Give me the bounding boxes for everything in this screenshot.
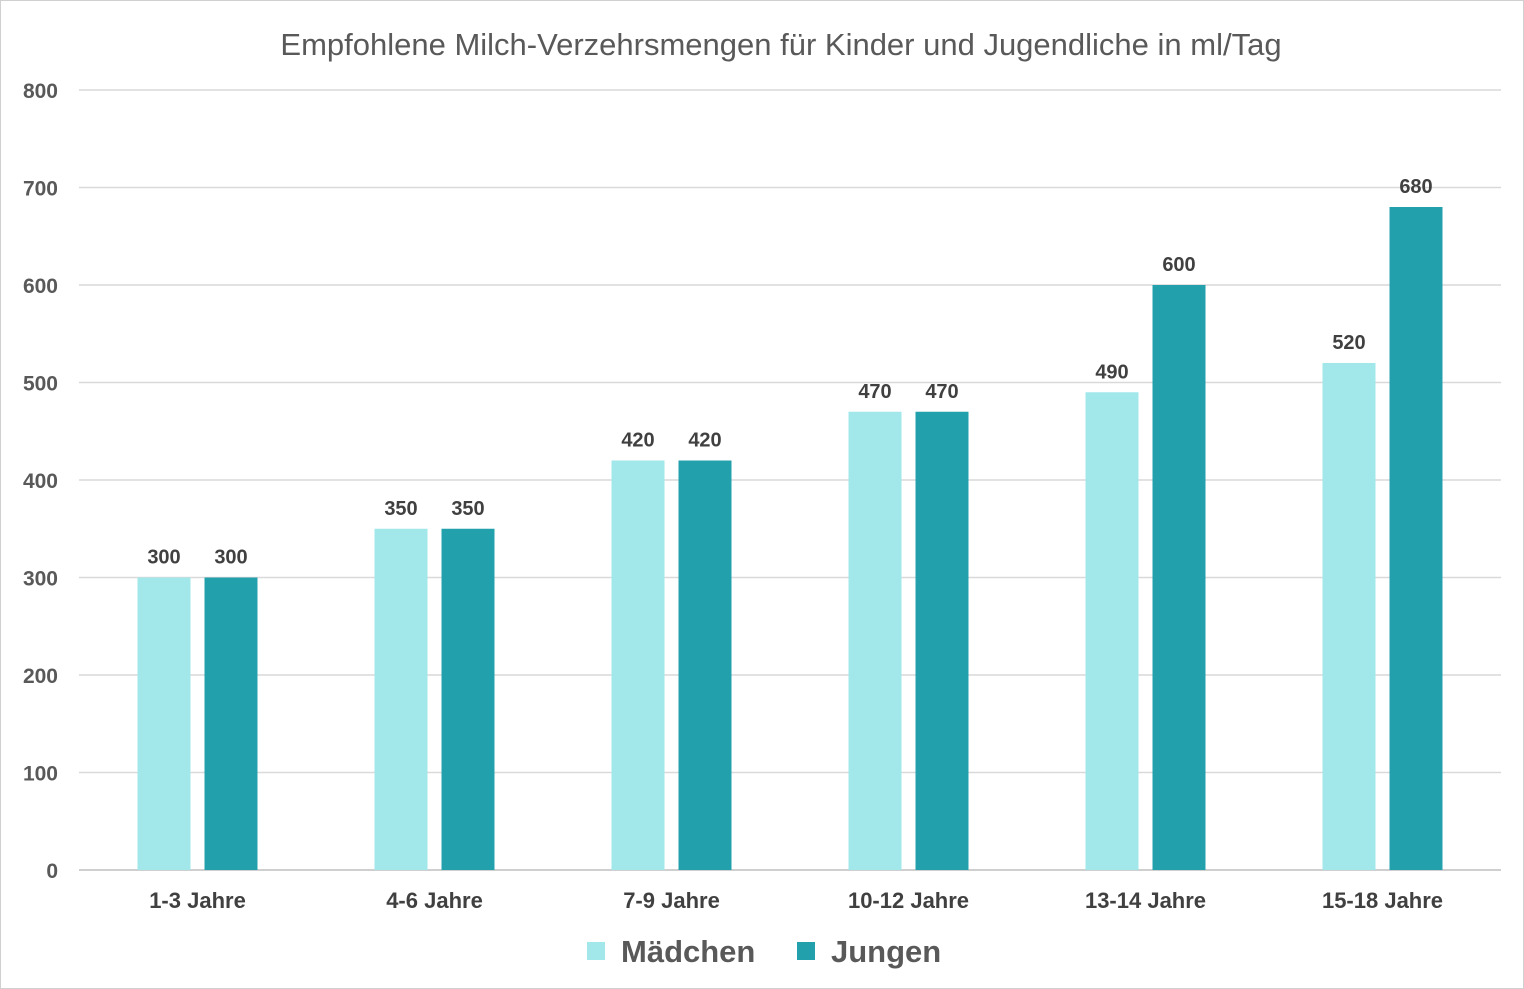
data-label: 600	[1162, 254, 1195, 276]
bar-jungen-4	[915, 411, 969, 870]
y-tick-label: 0	[46, 860, 58, 883]
bar-jungen-3	[678, 460, 732, 870]
bar-m-dchen-5	[1085, 392, 1139, 870]
data-label: 300	[214, 547, 247, 569]
data-label: 470	[858, 381, 891, 403]
bar-m-dchen-6	[1322, 363, 1376, 870]
y-tick-label: 300	[23, 568, 58, 591]
data-label: 470	[925, 381, 958, 403]
legend-label: Jungen	[831, 934, 941, 969]
y-tick-label: 700	[23, 178, 58, 201]
bar-jungen-1	[204, 577, 258, 870]
y-tick-label: 400	[23, 470, 58, 493]
x-tick-label: 13-14 Jahre	[1085, 888, 1206, 913]
y-tick-label: 800	[23, 80, 58, 103]
x-tick-label: 1-3 Jahre	[149, 888, 246, 913]
bar-jungen-6	[1389, 207, 1443, 870]
y-tick-label: 200	[23, 665, 58, 688]
data-label: 300	[147, 547, 180, 569]
y-tick-label: 100	[23, 763, 58, 786]
bar-m-dchen-2	[374, 528, 428, 870]
legend-label: Mädchen	[621, 934, 755, 969]
bars	[137, 207, 1443, 870]
data-label: 490	[1095, 361, 1128, 383]
bar-m-dchen-3	[611, 460, 665, 870]
legend-swatch	[797, 942, 815, 960]
y-tick-label: 600	[23, 275, 58, 298]
chart-title: Empfohlene Milch-Verzehrsmengen für Kind…	[280, 27, 1281, 62]
gridlines	[79, 89, 1501, 871]
data-label: 350	[384, 498, 417, 520]
x-tick-label: 7-9 Jahre	[623, 888, 720, 913]
data-label: 420	[621, 430, 654, 452]
legend-swatch	[587, 942, 605, 960]
y-axis-ticks: 0 100 200 300 400 500 600 700 800	[23, 80, 58, 883]
data-label: 680	[1399, 176, 1432, 198]
bar-m-dchen-1	[137, 577, 191, 870]
legend: Mädchen Jungen	[587, 934, 941, 969]
data-label: 520	[1332, 332, 1365, 354]
x-tick-label: 10-12 Jahre	[848, 888, 969, 913]
data-label: 420	[688, 430, 721, 452]
bar-jungen-2	[441, 528, 495, 870]
data-labels: 300 300 350 350 420 420 470 470 490 600 520 680	[147, 176, 1432, 569]
x-tick-label: 15-18 Jahre	[1322, 888, 1443, 913]
bar-m-dchen-4	[848, 411, 902, 870]
data-label: 350	[451, 498, 484, 520]
x-axis-ticks: 1-3 Jahre 4-6 Jahre 7-9 Jahre 10-12 Jahre 13…	[149, 888, 1443, 913]
x-tick-label: 4-6 Jahre	[386, 888, 483, 913]
y-tick-label: 500	[23, 373, 58, 396]
bar-jungen-5	[1152, 285, 1206, 870]
